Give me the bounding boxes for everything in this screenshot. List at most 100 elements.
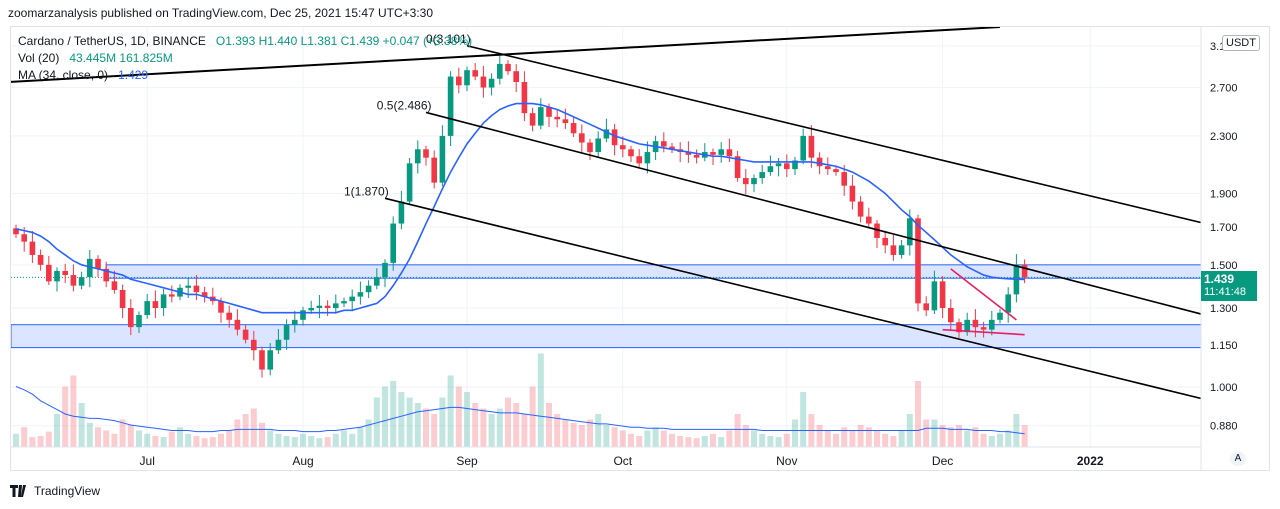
candle-body <box>808 135 815 158</box>
volume-bar <box>62 386 69 447</box>
candle-body <box>587 142 593 153</box>
y-tick-label: 1.000 <box>1210 382 1238 394</box>
candle-body <box>349 296 355 302</box>
fib-label: 0.5(2.486) <box>377 98 432 112</box>
ohlc-values: O1.393 H1.440 L1.381 C1.439 +0.047 (+3.3… <box>215 34 473 48</box>
volume-bar <box>439 397 446 447</box>
candle-body <box>907 218 913 246</box>
candle-body <box>283 324 290 340</box>
candle-body <box>480 76 487 88</box>
volume-bar <box>849 430 856 447</box>
candle-body <box>849 185 856 202</box>
candle-body <box>939 281 946 308</box>
volume-bar <box>710 433 716 447</box>
volume-bar <box>537 353 544 447</box>
fib-labels: 0(3.101) 0.5(2.486) 1(1.870) <box>344 32 471 199</box>
candle-body <box>825 166 831 170</box>
volume-bar <box>37 436 44 447</box>
volume-bar <box>513 403 520 447</box>
candle-body <box>21 234 27 242</box>
volume-bar <box>587 419 593 447</box>
candle-body <box>579 133 585 143</box>
volume-bar <box>316 438 323 447</box>
volume-bar <box>21 427 28 447</box>
volume-bar <box>1005 430 1012 447</box>
time-axis: Jul Aug Sep Oct Nov Dec 2022 <box>11 446 1201 468</box>
candle-body <box>923 303 929 311</box>
tradingview-logo-icon <box>10 485 26 497</box>
candle-body <box>964 319 970 333</box>
candle-body <box>415 149 421 164</box>
candle-body <box>751 178 757 185</box>
volume-bar <box>964 430 971 447</box>
legend-volume-row: Vol (20) 43.445M 161.825M <box>18 50 472 67</box>
channel-upper-line <box>466 44 1201 224</box>
currency-button[interactable]: USDT <box>1222 35 1260 51</box>
x-tick-label: Jul <box>140 454 155 468</box>
volume-bar <box>349 433 356 447</box>
footer: TradingView <box>10 484 100 498</box>
chart-legend: Cardano / TetherUS, 1D, BINANCE O1.393 H… <box>18 33 472 84</box>
candle-body <box>144 301 150 316</box>
volume-bar <box>505 397 511 447</box>
volume-bar <box>13 433 19 447</box>
y-tick-label: 1.500 <box>1210 260 1238 272</box>
volume-pane <box>13 353 1028 447</box>
volume-bar <box>177 427 183 447</box>
chart-frame[interactable] <box>10 26 1270 471</box>
volume-bar <box>283 436 290 447</box>
volume-bar <box>644 430 651 447</box>
candle-body <box>890 245 897 255</box>
candle-body <box>87 258 93 278</box>
candle-body <box>226 312 232 320</box>
candle-body <box>267 350 273 370</box>
volume-bar <box>119 419 126 447</box>
candle-body <box>800 135 806 161</box>
candle-body <box>37 254 44 265</box>
candle-body <box>374 277 380 286</box>
candle-body <box>234 319 241 330</box>
y-tick-label: 0.880 <box>1210 421 1238 433</box>
candle-body <box>251 339 257 351</box>
volume-bar <box>554 414 561 447</box>
volume-bar <box>332 433 339 447</box>
volume-bar <box>816 425 823 447</box>
auto-scale-button[interactable]: A <box>1230 452 1246 466</box>
volume-label: Vol (20) <box>18 51 60 65</box>
price-axis: 3.1002.7002.3001.9001.7001.5001.3001.150… <box>1200 27 1238 470</box>
candle-body <box>160 294 167 308</box>
candle-body <box>972 319 979 328</box>
volume-bar <box>144 433 151 447</box>
candle-body <box>46 264 52 282</box>
volume-bar <box>382 386 388 447</box>
y-tick-label: 2.300 <box>1210 131 1238 143</box>
volume-bar <box>972 427 979 447</box>
candle-body <box>1021 264 1028 278</box>
volume-bar <box>95 427 101 447</box>
x-tick-label: Dec <box>932 454 953 468</box>
brand-name: TradingView <box>34 484 101 498</box>
volume-bar <box>259 422 265 447</box>
volume-bar <box>136 430 142 447</box>
legend-symbol-row: Cardano / TetherUS, 1D, BINANCE O1.393 H… <box>18 33 472 50</box>
volume-bar <box>185 433 192 447</box>
candle-body <box>324 305 331 308</box>
volume-bar <box>923 419 930 447</box>
candle-body <box>95 258 101 269</box>
volume-bar <box>890 436 897 447</box>
volume-bar <box>988 436 995 447</box>
candle-body <box>693 154 700 158</box>
candle-body <box>644 152 651 164</box>
candle-body <box>78 277 85 286</box>
candle-body <box>201 292 208 297</box>
volume-bar <box>751 430 757 447</box>
candle-body <box>472 70 478 77</box>
volume-bar <box>636 436 643 447</box>
candle-body <box>406 163 413 202</box>
candle-body <box>997 312 1003 320</box>
volume-bar <box>882 433 889 447</box>
volume-bar <box>209 437 216 447</box>
last-price: 1.439 <box>1204 272 1235 286</box>
volume-bar <box>595 414 602 447</box>
